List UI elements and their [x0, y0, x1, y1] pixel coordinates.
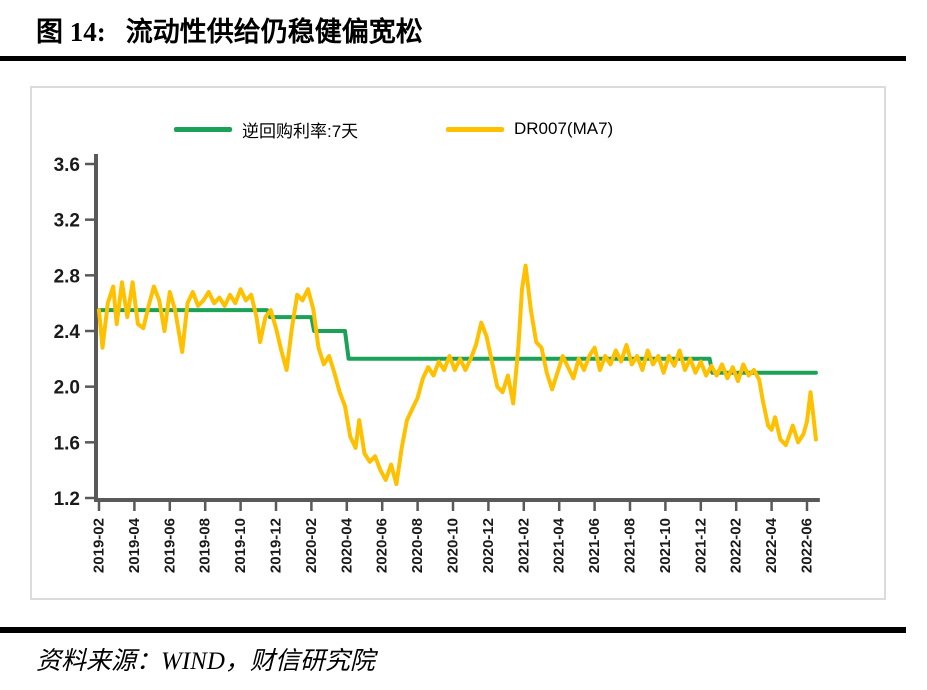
- svg-text:2019-04: 2019-04: [126, 517, 143, 573]
- svg-text:2021-06: 2021-06: [586, 518, 603, 573]
- chart-legend: 逆回购利率:7天 DR007(MA7): [32, 116, 884, 142]
- svg-text:2020-06: 2020-06: [374, 518, 391, 573]
- svg-text:3.6: 3.6: [54, 155, 80, 176]
- svg-text:3.2: 3.2: [54, 211, 80, 232]
- svg-text:2020-08: 2020-08: [409, 518, 426, 573]
- svg-text:2.0: 2.0: [54, 378, 80, 399]
- svg-text:2020-02: 2020-02: [303, 518, 320, 573]
- svg-text:2020-10: 2020-10: [445, 518, 462, 573]
- svg-text:2019-02: 2019-02: [91, 518, 108, 573]
- legend-item-reverse-repo: 逆回购利率:7天: [174, 116, 358, 142]
- svg-text:2022-06: 2022-06: [799, 518, 816, 573]
- svg-text:2019-06: 2019-06: [161, 518, 178, 573]
- svg-text:2021-04: 2021-04: [551, 517, 568, 573]
- svg-text:1.2: 1.2: [54, 489, 80, 510]
- source-note: 资料来源：WIND，财信研究院: [36, 648, 375, 675]
- svg-text:2019-12: 2019-12: [268, 518, 285, 573]
- legend-label-reverse-repo: 逆回购利率:7天: [242, 121, 359, 141]
- figure-title-text: 流动性供给仍稳健偏宽松: [125, 17, 423, 47]
- svg-text:2.8: 2.8: [54, 266, 80, 287]
- svg-text:2019-08: 2019-08: [197, 518, 214, 573]
- svg-text:2021-12: 2021-12: [692, 518, 709, 573]
- green-line-swatch: [174, 126, 232, 132]
- svg-text:2019-10: 2019-10: [232, 518, 249, 573]
- chart-panel: 逆回购利率:7天 DR007(MA7) 1.2 1.6 2.0 2.4 2.8 3.2 3.…: [30, 86, 886, 600]
- figure-number: 图 14:: [36, 17, 106, 47]
- legend-item-dr007: DR007(MA7): [446, 116, 613, 142]
- legend-label-dr007: DR007(MA7): [514, 119, 614, 138]
- figure-title: 图 14: 流动性供给仍稳健偏宽松: [36, 10, 423, 49]
- line-chart: 1.2 1.6 2.0 2.4 2.8 3.2 3.6 2019-02 2019-04 2019-…: [54, 154, 820, 573]
- svg-text:2021-02: 2021-02: [515, 518, 532, 573]
- svg-text:2.4: 2.4: [54, 322, 81, 343]
- footer-divider: [0, 627, 906, 633]
- yellow-line-swatch: [446, 126, 504, 132]
- svg-text:2022-04: 2022-04: [763, 517, 780, 573]
- svg-text:1.6: 1.6: [54, 433, 80, 454]
- svg-text:2020-04: 2020-04: [338, 517, 355, 573]
- svg-text:2022-02: 2022-02: [728, 518, 745, 573]
- svg-text:2021-08: 2021-08: [622, 518, 639, 573]
- svg-text:2020-12: 2020-12: [480, 518, 497, 573]
- svg-text:2021-10: 2021-10: [657, 518, 674, 573]
- title-divider: [0, 56, 906, 61]
